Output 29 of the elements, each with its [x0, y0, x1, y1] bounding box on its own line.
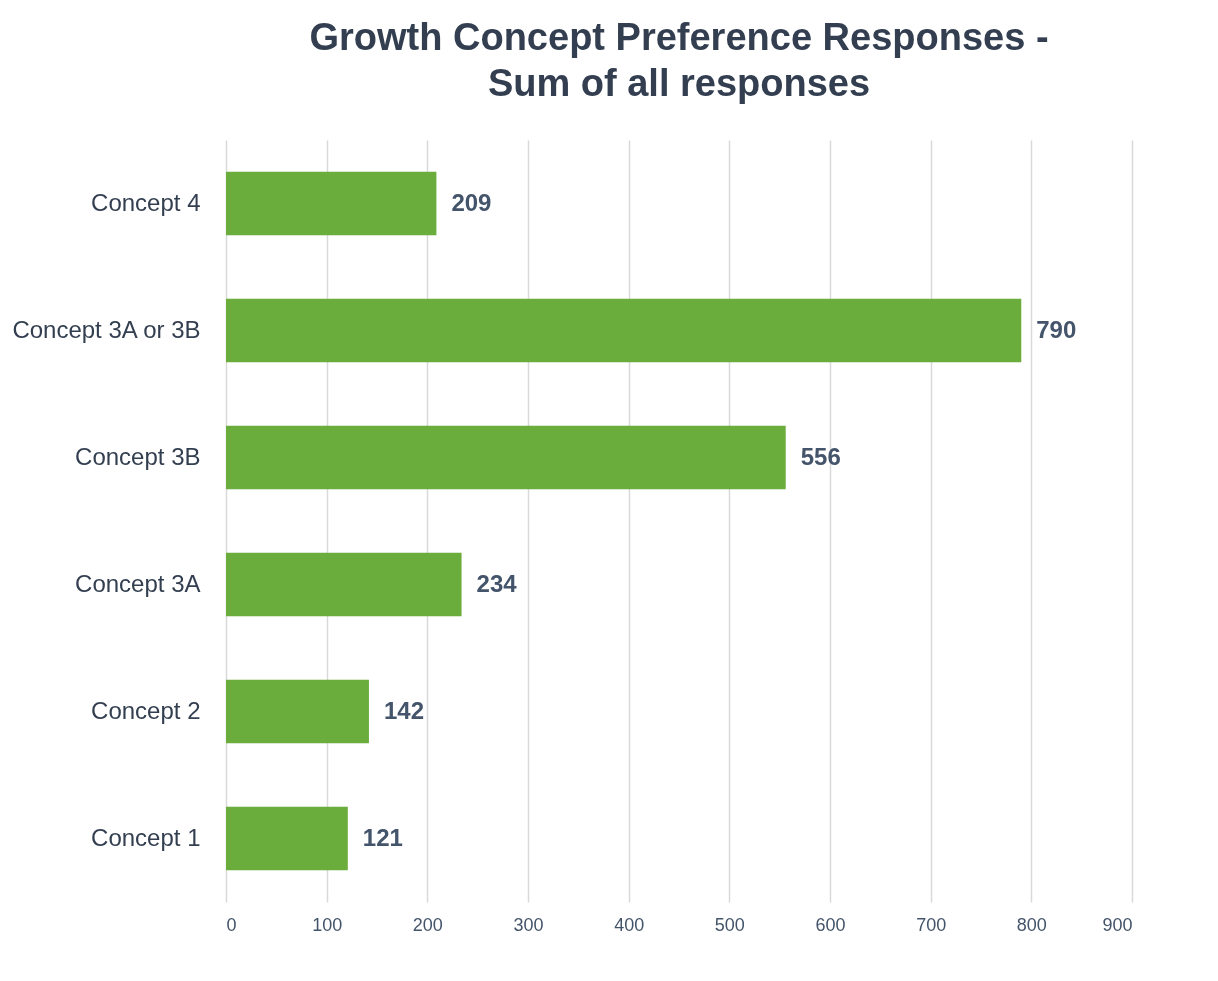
- y-tick-label: Concept 3A or 3B: [12, 315, 201, 343]
- y-tick-label: Concept 2: [91, 696, 201, 724]
- bar: [226, 425, 786, 490]
- data-label: 556: [800, 442, 841, 470]
- y-tick-label: Concept 3B: [75, 442, 201, 470]
- y-tick-label: Concept 1: [91, 823, 201, 851]
- x-tick-label: 700: [916, 914, 947, 935]
- y-tick-label: Concept 3A: [75, 569, 201, 597]
- data-label: 234: [476, 569, 518, 597]
- x-tick-label: 800: [1016, 914, 1047, 935]
- x-tick-label: 0: [226, 914, 237, 935]
- bar: [226, 171, 437, 236]
- x-tick-label: 500: [714, 914, 745, 935]
- bar: [226, 679, 369, 744]
- chart-title: Growth Concept Preference Responses - Sum of all responses: [309, 16, 1049, 104]
- x-tick-label: 300: [513, 914, 544, 935]
- x-tick-label: 600: [815, 914, 846, 935]
- data-label: 121: [362, 823, 403, 851]
- y-tick-label: Concept 4: [91, 188, 201, 216]
- bar: [226, 552, 462, 617]
- x-tick-label: 400: [614, 914, 645, 935]
- data-label: 209: [451, 188, 492, 216]
- bar: [226, 806, 348, 871]
- bar: [226, 298, 1022, 363]
- x-tick-label: 100: [312, 914, 343, 935]
- data-label: 790: [1036, 315, 1077, 343]
- x-tick-label: 900: [1102, 914, 1133, 935]
- x-tick-label: 200: [412, 914, 443, 935]
- data-label: 142: [383, 696, 424, 724]
